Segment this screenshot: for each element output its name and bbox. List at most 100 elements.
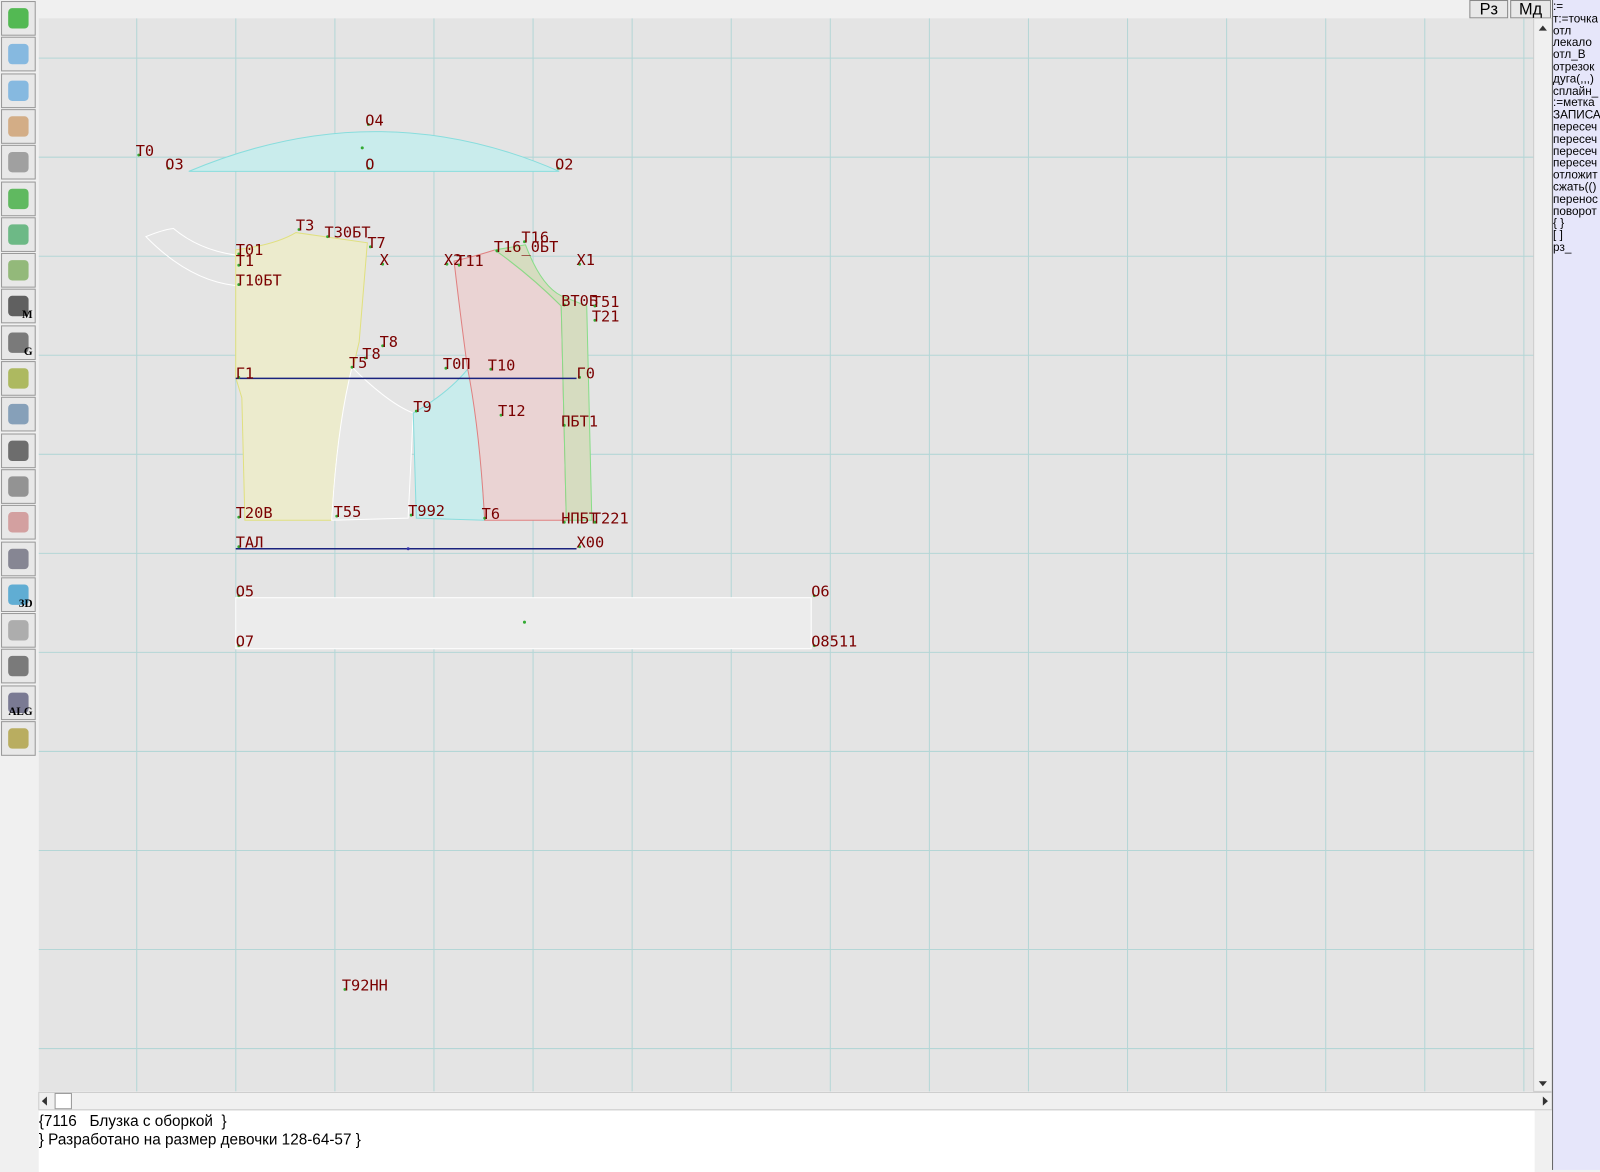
point-label: Т01 [236,241,264,259]
tool-icon [8,440,29,461]
point [444,366,448,370]
tool-icon [8,80,29,101]
model-button[interactable]: Мд [1510,0,1552,19]
point [350,365,354,369]
point-label: Т9 [413,398,431,416]
command-item: пересеч [1553,133,1598,146]
point-label: О7 [236,633,254,651]
point-label: О3 [165,155,183,173]
tool-button[interactable] [1,181,36,216]
point-label: Т10 [488,356,516,374]
size-button[interactable]: Рз [1469,0,1509,19]
tool-button[interactable] [1,217,36,252]
tool-button[interactable]: G [1,325,36,360]
tool-icon [8,8,29,29]
point [326,235,329,239]
h-scrollbar[interactable] [38,1091,1553,1111]
point-label: Т7 [367,234,385,252]
tool-button[interactable] [1,433,36,468]
command-list: := т:=точка отл лекало отл_В отрезок дуга(,,,)… [1552,0,1600,1170]
command-item: { } [1553,217,1565,230]
tool-button[interactable] [1,505,36,540]
command-item: отл_В [1553,49,1586,62]
command-item: пересеч [1553,157,1598,170]
tool-icon [8,476,29,497]
point [237,594,241,598]
point [489,367,493,371]
tool-button[interactable] [1,1,36,36]
point-label: Х1 [577,251,595,269]
point [409,513,413,517]
icon-label: G [23,345,33,358]
tool-button[interactable] [1,469,36,504]
point [406,547,410,551]
point [360,146,364,150]
command-item: пересеч [1553,145,1598,158]
scroll-right[interactable] [1542,1096,1548,1106]
tool-button[interactable] [1,721,36,756]
point [381,262,385,266]
point-label: Т8 [362,345,380,363]
command-item: :=метка [1553,97,1595,110]
tool-button[interactable] [1,73,36,108]
tool-icon [8,548,29,569]
point-label: Т6 [482,505,500,523]
tool-button[interactable]: M [1,289,36,324]
point-label: Т92НН [342,976,388,994]
point [297,228,301,231]
point [414,409,418,413]
point [812,644,816,648]
tool-icon [8,44,29,65]
command-item: отрезок [1553,61,1595,74]
canvas-bg [38,18,1534,1092]
point [366,123,370,126]
scroll-up[interactable] [1538,25,1547,31]
note-line: {7116 Блузка с оборкой } [38,1112,227,1131]
point [445,262,449,266]
tool-button[interactable] [1,109,36,144]
tool-icon [8,260,29,281]
tool-button[interactable]: ALG [1,685,36,720]
tool-button[interactable] [1,361,36,396]
point-label: Т21 [592,307,620,325]
note-line: } Разработано на размер девочки 128-64-5… [38,1131,361,1149]
tool-icon [8,620,29,641]
point [499,413,503,417]
icon-label: M [22,309,33,322]
point [237,545,241,549]
point [593,304,597,308]
point [578,545,582,549]
point [368,245,372,249]
point-label: ТАЛ [236,534,264,552]
icon-label: 3D [18,597,33,610]
tool-button[interactable] [1,37,36,72]
tool-button[interactable] [1,253,36,288]
command-item: дуга(,,,) [1553,73,1594,86]
h-thumb[interactable] [54,1092,72,1110]
tool-button[interactable] [1,613,36,648]
v-scrollbar[interactable] [1533,17,1553,1092]
point [237,283,241,287]
command-item: ЗАПИСА [1553,109,1600,122]
tool-button[interactable] [1,397,36,432]
tool-button[interactable] [1,541,36,576]
tool-button[interactable] [1,145,36,180]
command-item: перенос [1553,193,1598,206]
point-label: Т51 [592,293,620,311]
sleeve-piece [188,131,560,172]
tool-button[interactable] [1,649,36,684]
tool-icon [8,224,29,245]
point [523,240,526,244]
scroll-left[interactable] [41,1096,47,1106]
point-label: НПБТ [561,509,598,527]
tool-button[interactable]: 3D [1,577,36,612]
point-label: Т3 [296,217,314,235]
command-item: т:=точка [1553,13,1599,26]
scroll-down[interactable] [1538,1081,1547,1087]
tool-icon [8,296,29,317]
command-item: сплайн_ [1553,85,1599,98]
notes-area: {7116 Блузка с оборкой }} Разработано на… [38,1110,1535,1172]
icon-label: ALG [8,705,33,718]
